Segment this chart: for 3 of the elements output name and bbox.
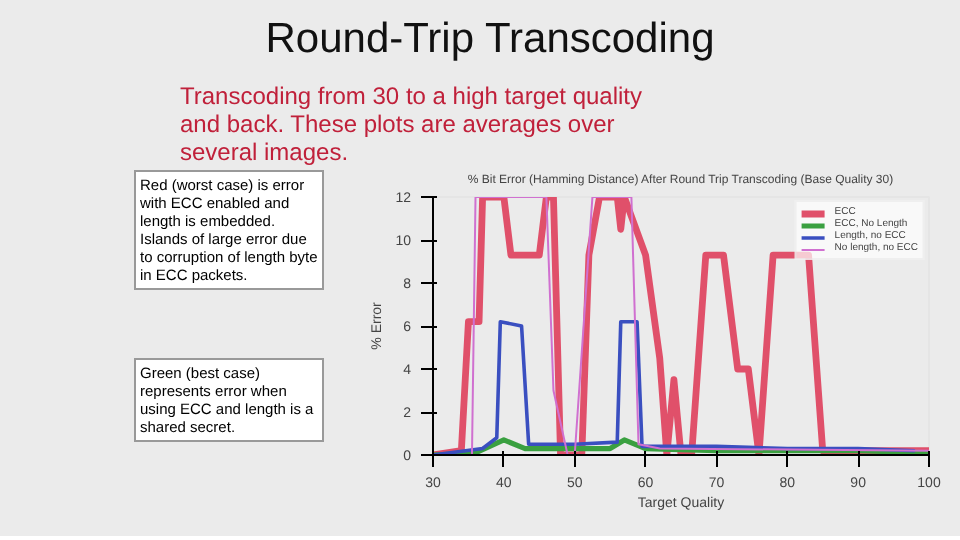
- line-series: [433, 319, 917, 455]
- text: Transcoding from 30 to a high target quality and back. These plots are averages over several images.: [180, 82, 645, 166]
- chart-subtitle: Round-Trip Transcoding: [263, 14, 717, 66]
